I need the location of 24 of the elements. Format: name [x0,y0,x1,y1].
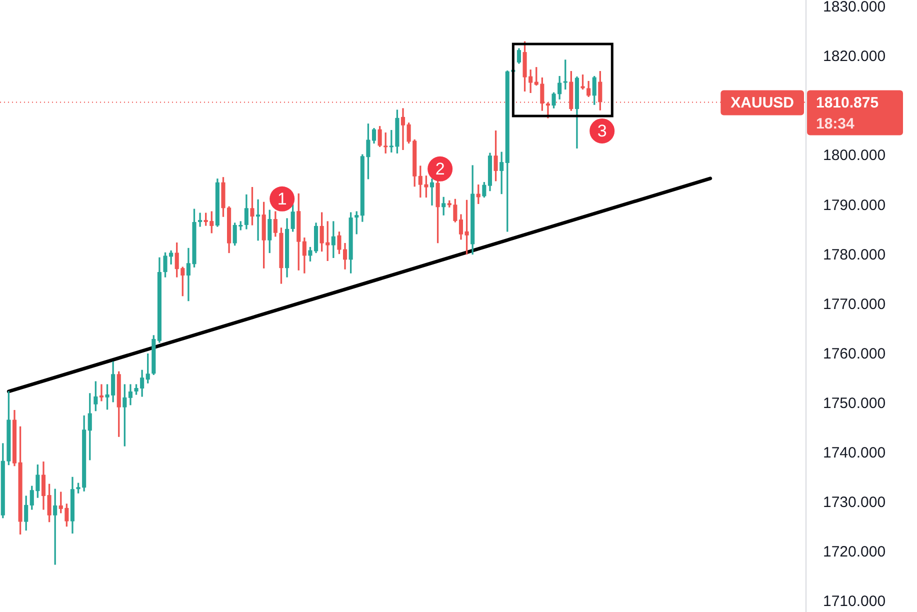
y-tick-label: 1830.000 [823,0,886,16]
y-tick-label: 1750.000 [823,395,886,412]
y-tick-label: 1710.000 [823,593,886,610]
candlestick [430,178,434,206]
candlestick [99,384,104,402]
y-tick-label: 1820.000 [823,48,886,66]
y-tick-label: 1780.000 [823,246,886,264]
y-tick-label: 1740.000 [823,444,886,462]
candlestick [500,152,504,194]
candlestick [198,212,202,227]
y-tick-label: 1760.000 [823,345,886,362]
y-tick-label: 1730.000 [823,494,886,512]
y-tick-label: 1770.000 [823,296,886,313]
annotation: 3 [597,122,607,141]
text: 1810.875 [816,94,879,112]
text: 18:34 [816,115,856,132]
y-tick-label: 1790.000 [823,196,886,214]
y-tick-label: 1720.000 [823,544,886,561]
annotation: 2 [435,160,445,179]
candlestick [400,108,406,150]
candlestick [256,199,260,241]
ref-line-label: XAUUSD [730,94,794,112]
y-tick-label: 1800.000 [823,147,886,164]
annotation: 1 [277,190,287,209]
